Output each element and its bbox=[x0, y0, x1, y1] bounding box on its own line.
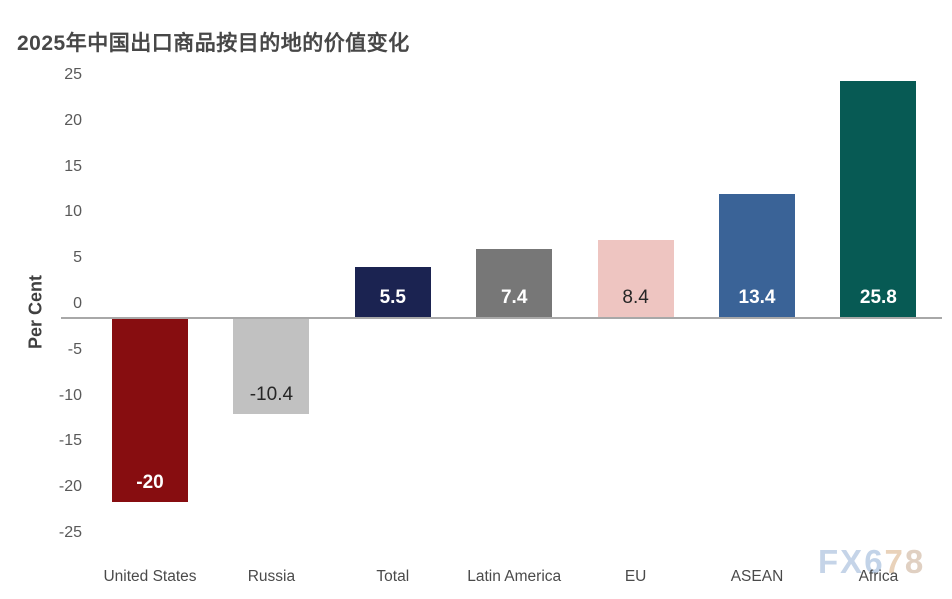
bar-value-label: 25.8 bbox=[859, 286, 897, 308]
y-tick-label: -25 bbox=[58, 524, 82, 541]
bar-russia: -10.4 bbox=[233, 319, 310, 415]
bar-value-label: 8.4 bbox=[622, 286, 649, 308]
y-tick-label: 10 bbox=[64, 203, 82, 221]
chart-title: 2025年中国出口商品按目的地的价值变化 bbox=[17, 32, 410, 55]
watermark-char: 6 bbox=[864, 543, 885, 580]
y-tick-label: 25 bbox=[64, 66, 82, 83]
x-category-label-united-states: United States bbox=[103, 568, 197, 585]
watermark-char: X bbox=[840, 543, 865, 580]
x-category-label-asean: ASEAN bbox=[730, 568, 784, 585]
bar-value-label: -20 bbox=[136, 472, 164, 494]
bar-latin-america: 7.4 bbox=[476, 249, 553, 317]
x-category-label-eu: EU bbox=[624, 568, 647, 585]
watermark-char: 8 bbox=[904, 543, 926, 580]
x-category-label-total: Total bbox=[376, 568, 410, 585]
y-tick-label: -10 bbox=[58, 386, 82, 404]
bar-value-label: 13.4 bbox=[738, 286, 776, 308]
bar-total: 5.5 bbox=[354, 266, 431, 317]
bar-eu: 8.4 bbox=[597, 240, 674, 317]
watermark: FX678 bbox=[818, 543, 925, 581]
watermark-char: F bbox=[818, 543, 841, 580]
bar-value-label: 5.5 bbox=[379, 286, 406, 308]
x-axis-line bbox=[61, 317, 942, 319]
bar-value-label: -10.4 bbox=[249, 384, 294, 406]
y-tick-label: 5 bbox=[73, 249, 82, 267]
watermark-char: 7 bbox=[884, 543, 905, 580]
x-category-label-africa: Africa bbox=[858, 568, 899, 585]
x-category-label-latin-america: Latin America bbox=[467, 568, 562, 585]
y-tick-label: 20 bbox=[64, 111, 82, 129]
y-tick-label: -15 bbox=[58, 432, 82, 450]
bar-value-label: 7.4 bbox=[500, 286, 528, 308]
y-tick-label: 0 bbox=[73, 295, 82, 312]
y-tick-label: -5 bbox=[67, 340, 82, 358]
y-tick-label: 15 bbox=[64, 157, 82, 175]
bar-africa: 25.8 bbox=[840, 80, 917, 317]
bar-united-states: -20 bbox=[112, 319, 188, 503]
y-tick-label: -20 bbox=[58, 478, 82, 496]
x-category-label-russia: Russia bbox=[247, 568, 296, 585]
bar-asean: 13.4 bbox=[719, 194, 795, 317]
